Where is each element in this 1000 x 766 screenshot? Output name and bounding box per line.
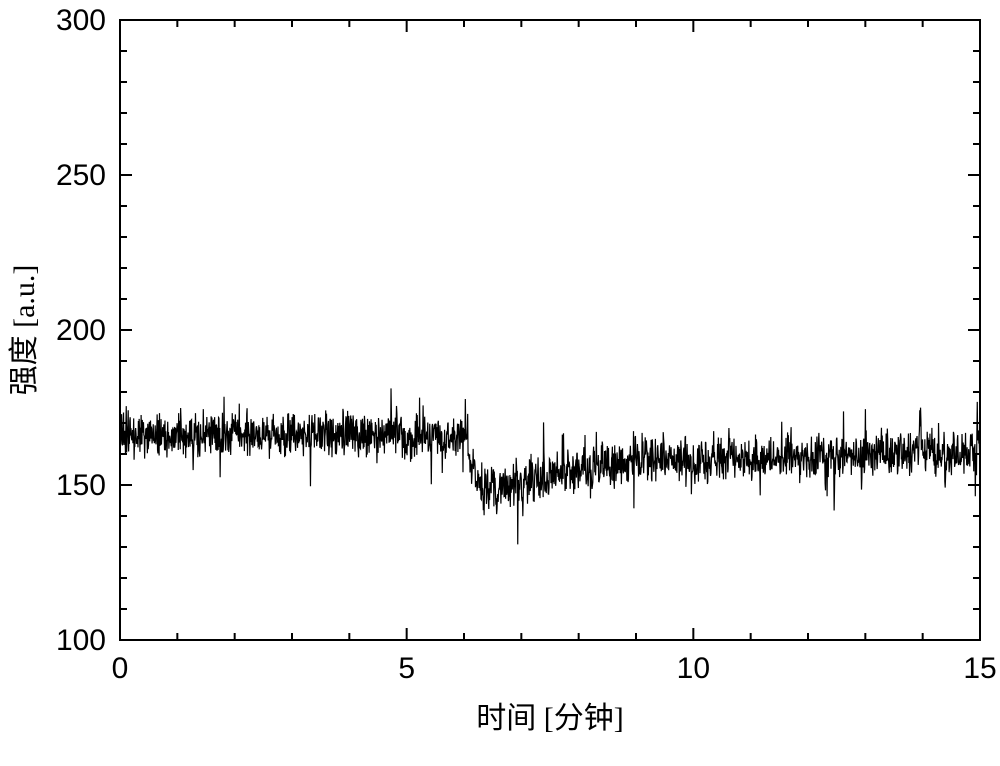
y-tick-label: 200 [56, 314, 106, 347]
y-tick-label: 100 [56, 624, 106, 657]
x-tick-label: 5 [398, 652, 415, 685]
y-tick-label: 300 [56, 4, 106, 37]
x-axis-label: 时间 [分钟] [476, 702, 623, 735]
y-axis-label: 强度 [a.u.] [8, 265, 41, 396]
y-tick-label: 150 [56, 469, 106, 502]
x-tick-label: 0 [112, 652, 129, 685]
x-tick-label: 15 [963, 652, 996, 685]
x-tick-label: 10 [677, 652, 710, 685]
y-tick-label: 250 [56, 159, 106, 192]
intensity-time-chart: 0 5 10 15 100 150 200 250 300 时间 [分钟] 强度 [a.u.] [0, 0, 1000, 766]
chart-container: 0 5 10 15 100 150 200 250 300 时间 [分钟] 强度 [a.u.] [0, 0, 1000, 766]
